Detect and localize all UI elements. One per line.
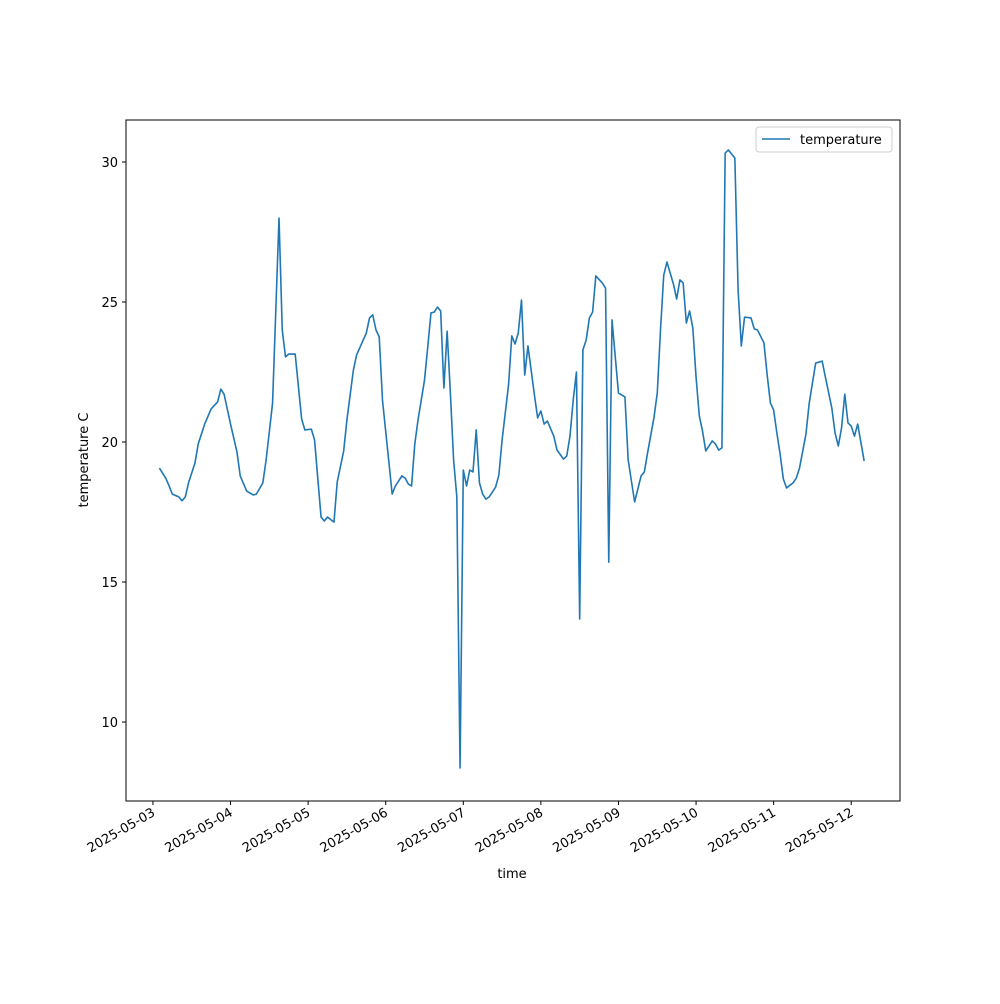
- x-axis-label: time: [497, 867, 526, 882]
- legend-box: [755, 126, 893, 153]
- line-series: [158, 149, 865, 769]
- y-tick-label: 20: [101, 436, 118, 451]
- legend-label: temperature: [800, 133, 882, 148]
- plot-frame: [125, 119, 901, 802]
- y-tick-label: 30: [101, 156, 118, 171]
- y-tick-label: 25: [101, 296, 118, 311]
- y-axis-label: temperature C: [77, 413, 92, 508]
- legend: temperature: [755, 126, 893, 153]
- y-tick-label: 10: [101, 716, 118, 731]
- y-tick-label: 15: [101, 576, 118, 591]
